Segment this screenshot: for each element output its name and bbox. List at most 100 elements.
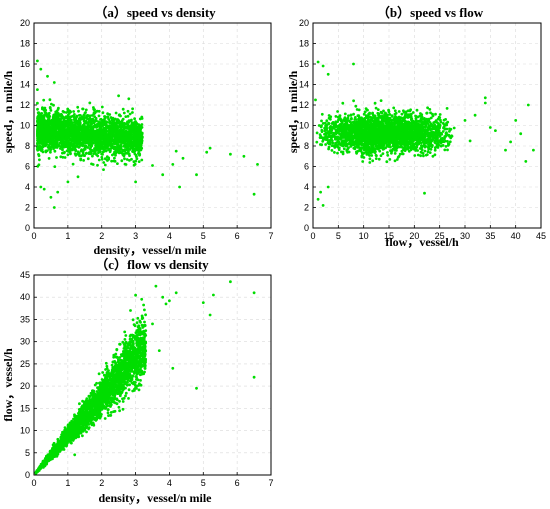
data-point bbox=[419, 150, 423, 154]
data-point bbox=[73, 138, 77, 142]
data-point bbox=[76, 135, 80, 139]
data-point bbox=[89, 121, 93, 124]
data-point bbox=[97, 114, 101, 118]
data-point bbox=[105, 120, 108, 124]
data-point bbox=[96, 130, 100, 134]
data-point bbox=[381, 152, 385, 156]
data-point bbox=[99, 139, 102, 143]
data-point bbox=[332, 126, 336, 130]
data-point bbox=[106, 116, 110, 119]
data-point bbox=[116, 126, 120, 129]
data-point bbox=[423, 125, 427, 129]
data-point bbox=[106, 136, 110, 140]
data-point bbox=[92, 131, 96, 135]
data-point bbox=[98, 130, 102, 134]
data-point bbox=[413, 154, 417, 157]
data-point bbox=[174, 149, 178, 153]
data-point bbox=[129, 146, 133, 150]
data-point bbox=[104, 133, 108, 137]
data-point bbox=[60, 116, 64, 120]
data-point bbox=[90, 148, 93, 152]
data-point bbox=[443, 135, 447, 138]
data-point bbox=[75, 131, 79, 135]
data-point bbox=[100, 105, 104, 109]
data-point bbox=[119, 121, 122, 125]
data-point bbox=[82, 126, 86, 130]
data-point bbox=[132, 163, 136, 167]
data-point bbox=[368, 119, 372, 122]
data-point bbox=[59, 147, 62, 150]
data-point bbox=[84, 144, 88, 148]
data-point bbox=[131, 107, 135, 111]
data-point bbox=[123, 157, 126, 161]
data-point bbox=[325, 119, 329, 123]
data-point bbox=[39, 185, 43, 189]
data-point bbox=[120, 136, 123, 140]
data-point bbox=[69, 152, 72, 156]
data-point bbox=[81, 107, 84, 111]
data-point bbox=[85, 116, 88, 119]
data-point bbox=[101, 135, 104, 139]
data-point bbox=[338, 114, 342, 118]
data-point bbox=[123, 162, 127, 166]
data-point bbox=[116, 162, 119, 166]
data-point bbox=[133, 126, 137, 129]
data-point bbox=[88, 114, 92, 118]
x-tick-label: 1 bbox=[65, 231, 70, 241]
data-point bbox=[132, 160, 136, 164]
data-point bbox=[62, 110, 66, 114]
data-point bbox=[77, 127, 81, 131]
data-point bbox=[41, 145, 45, 149]
data-point bbox=[339, 135, 343, 139]
y-tick-label: 14 bbox=[20, 80, 30, 90]
chart-panel-speed-vs-flow: （b）speed vs flow 0 5 10 15 20 25 30 35 40 4502468… bbox=[286, 5, 546, 249]
data-point bbox=[47, 111, 51, 115]
data-point bbox=[135, 132, 139, 135]
data-point bbox=[135, 121, 138, 125]
data-point bbox=[61, 151, 64, 155]
data-point bbox=[80, 148, 83, 152]
data-point bbox=[45, 149, 49, 153]
data-point bbox=[42, 121, 45, 125]
data-point bbox=[82, 137, 86, 140]
data-point bbox=[77, 139, 81, 142]
data-point bbox=[51, 125, 55, 128]
data-point bbox=[97, 109, 101, 113]
data-point bbox=[336, 145, 339, 149]
data-point bbox=[370, 154, 374, 157]
data-point bbox=[107, 156, 111, 160]
data-point bbox=[89, 124, 92, 127]
data-point bbox=[117, 119, 121, 122]
data-point bbox=[48, 106, 52, 109]
data-point bbox=[66, 131, 70, 135]
data-point bbox=[121, 129, 125, 133]
data-point bbox=[393, 109, 397, 113]
data-point bbox=[112, 159, 116, 163]
data-point bbox=[68, 126, 72, 130]
data-point bbox=[100, 157, 104, 161]
data-point bbox=[87, 152, 91, 156]
data-point bbox=[37, 147, 41, 151]
data-point bbox=[72, 145, 76, 149]
data-point bbox=[53, 140, 57, 143]
data-point bbox=[75, 115, 78, 119]
data-point bbox=[109, 134, 113, 138]
data-point bbox=[125, 158, 129, 161]
data-point bbox=[53, 165, 57, 169]
data-point bbox=[40, 139, 43, 143]
data-point bbox=[83, 147, 87, 151]
data-point bbox=[452, 126, 456, 130]
data-point bbox=[89, 145, 93, 149]
data-point bbox=[327, 147, 330, 151]
data-point bbox=[49, 139, 53, 142]
data-point bbox=[320, 119, 323, 123]
data-point bbox=[71, 133, 75, 137]
y-tick-label: 12 bbox=[20, 100, 30, 110]
data-point bbox=[54, 128, 58, 132]
data-point bbox=[425, 153, 429, 157]
data-point bbox=[40, 112, 44, 115]
data-point bbox=[371, 119, 374, 122]
data-point bbox=[61, 155, 65, 159]
data-point bbox=[130, 118, 133, 122]
